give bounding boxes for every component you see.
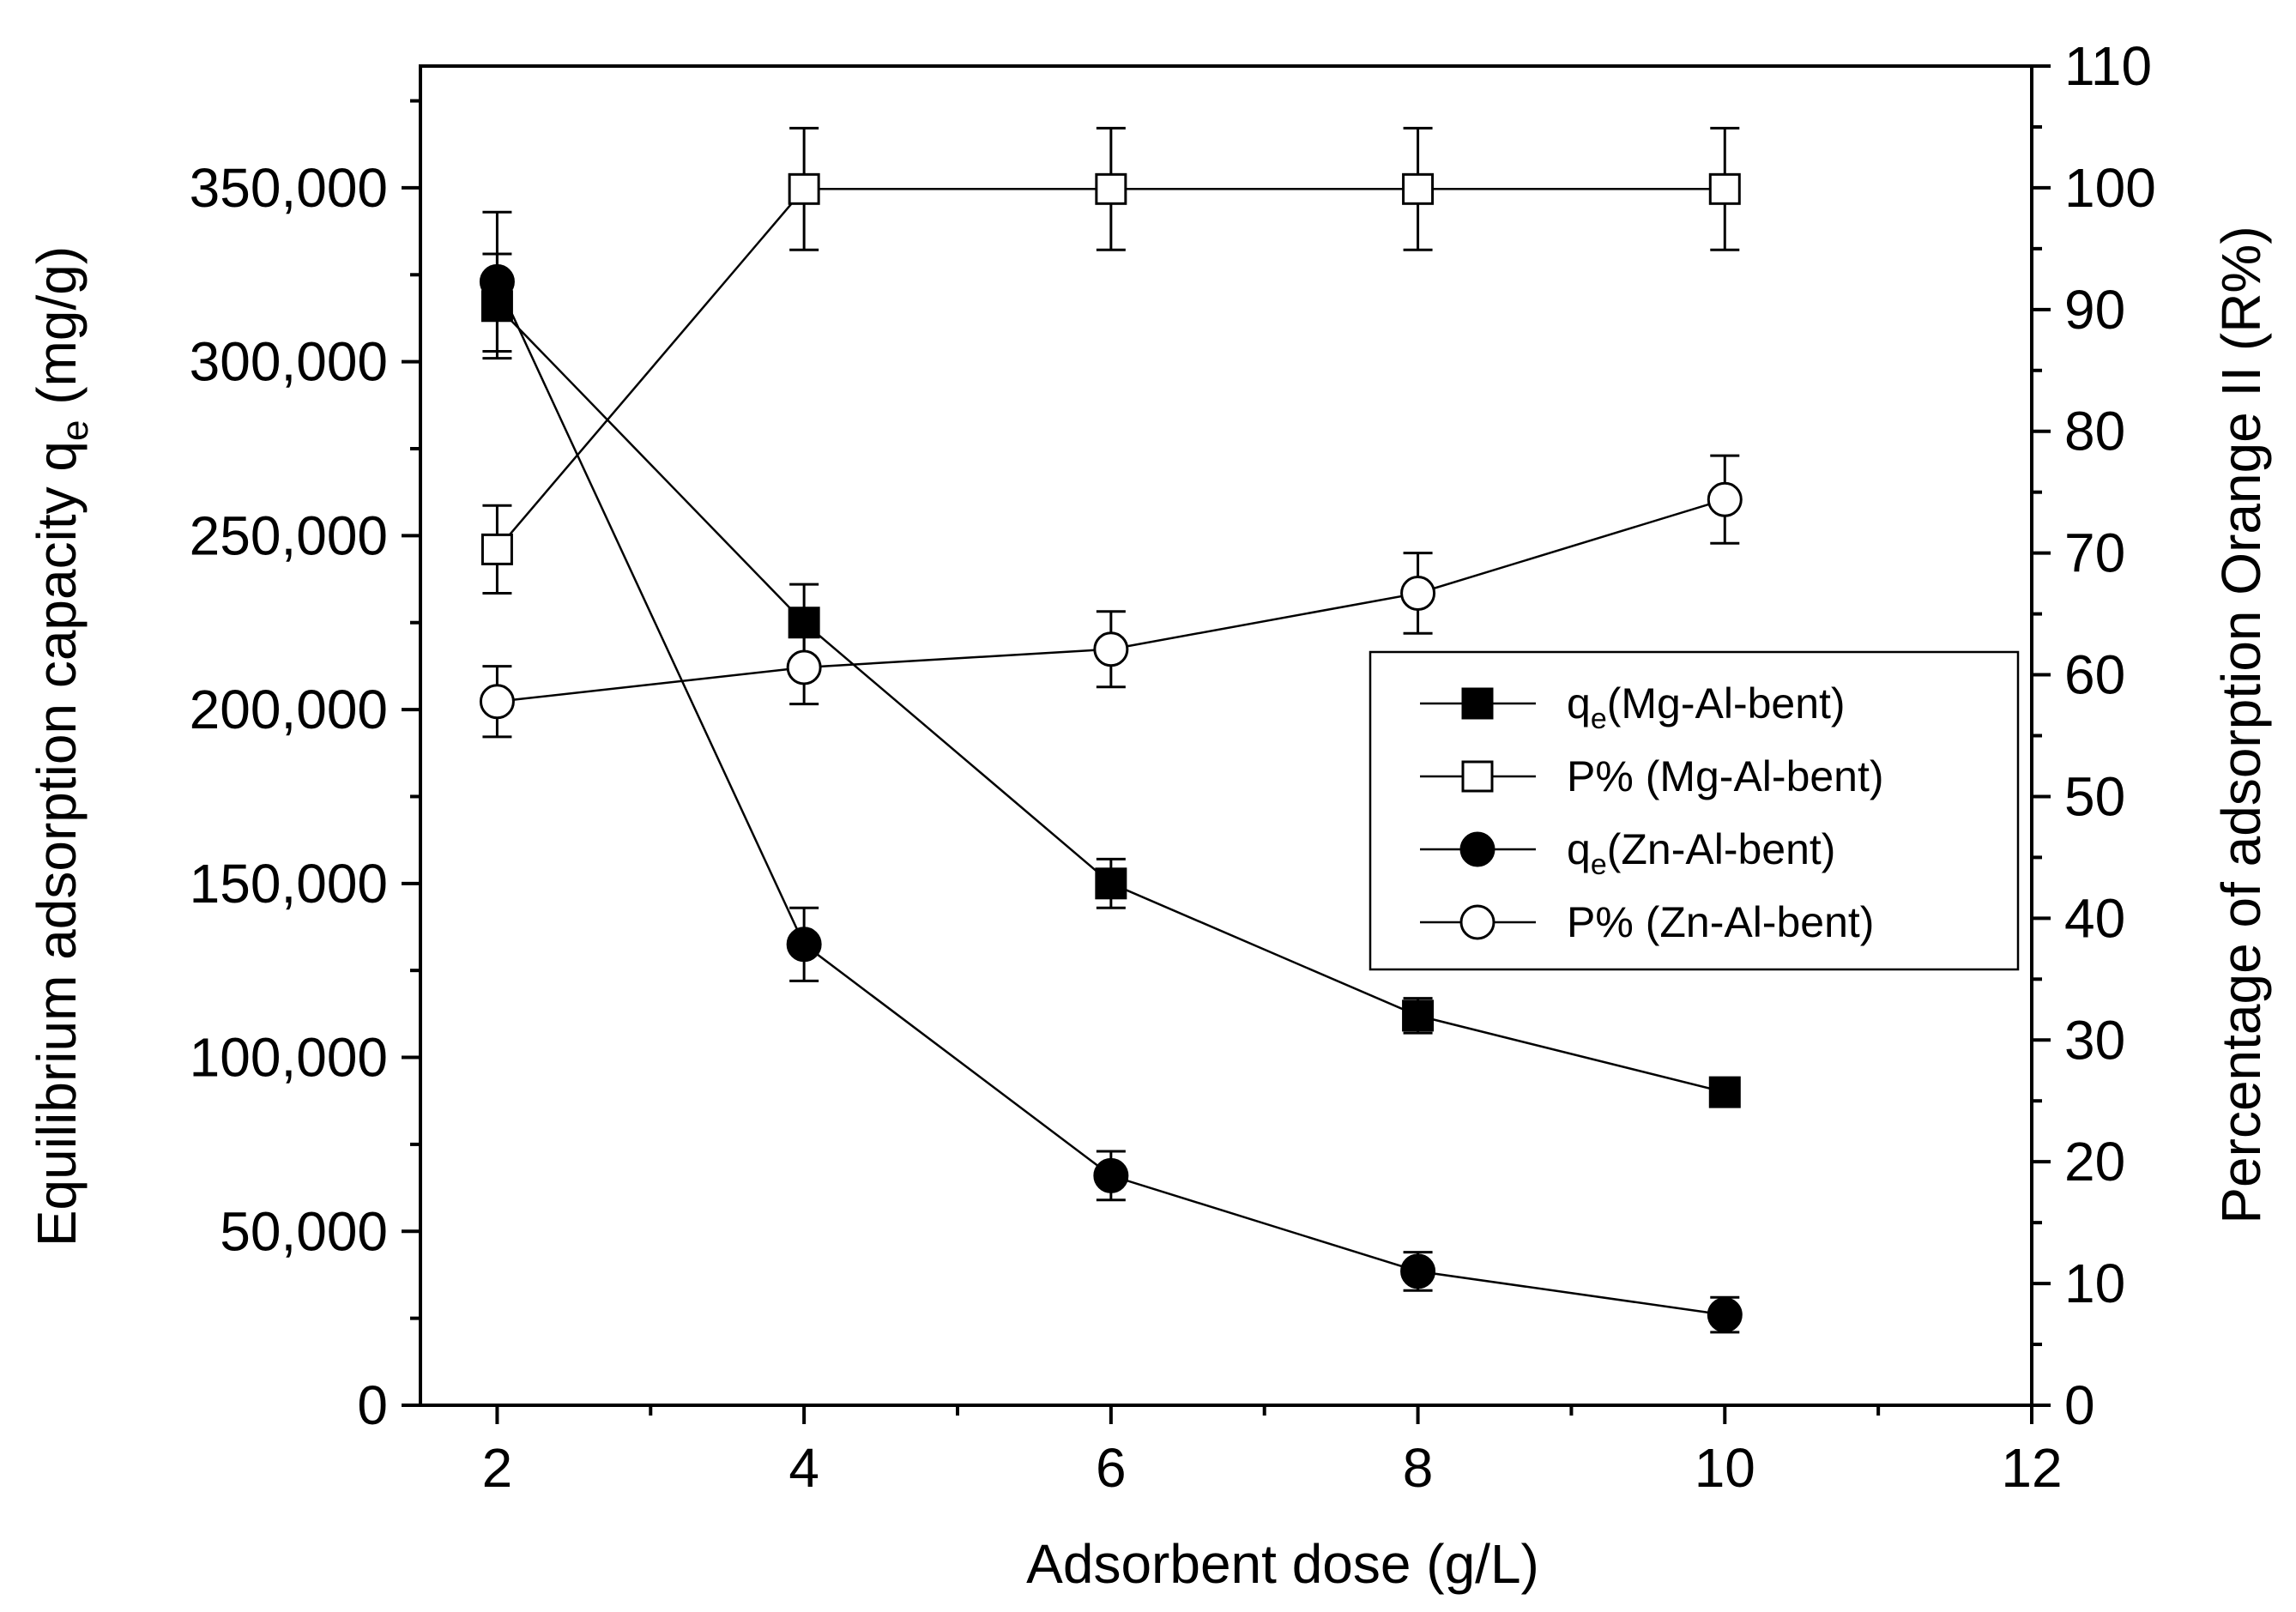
legend-marker bbox=[1461, 760, 1494, 793]
data-point bbox=[479, 263, 515, 299]
data-point bbox=[1400, 575, 1436, 611]
y-left-tick-label: 50,000 bbox=[220, 1200, 388, 1262]
y-right-tick-label: 0 bbox=[2064, 1374, 2095, 1436]
data-point bbox=[1095, 867, 1127, 900]
x-tick-label: 6 bbox=[1096, 1437, 1127, 1499]
y-right-tick-label: 20 bbox=[2064, 1131, 2125, 1192]
data-point bbox=[786, 649, 822, 685]
y-left-tick-label: 100,000 bbox=[190, 1027, 388, 1089]
y-right-tick-label: 70 bbox=[2064, 522, 2125, 584]
y-right-tick-label: 50 bbox=[2064, 765, 2125, 827]
data-point bbox=[1707, 1297, 1743, 1333]
x-axis-title: Adsorbent dose (g/L) bbox=[1026, 1533, 1539, 1595]
y-right-tick-label: 110 bbox=[2064, 35, 2152, 97]
y-right-tick-label: 40 bbox=[2064, 887, 2125, 949]
y-left-tick-label: 150,000 bbox=[190, 853, 388, 915]
data-point bbox=[1093, 631, 1129, 667]
data-point bbox=[1708, 1076, 1741, 1108]
y-left-tick-label: 300,000 bbox=[190, 331, 388, 393]
data-point bbox=[1708, 172, 1741, 205]
series-0 bbox=[480, 252, 1741, 1108]
data-point bbox=[1400, 1253, 1436, 1289]
y-right-tick-label: 30 bbox=[2064, 1009, 2125, 1071]
data-point bbox=[1095, 172, 1127, 205]
data-point bbox=[1093, 1157, 1129, 1193]
legend-label: qe(Mg-Al-bent) bbox=[1567, 679, 1846, 735]
data-point bbox=[1707, 481, 1743, 517]
y-axis-title-left: Equilibrium adsorption capacity qe (mg/g… bbox=[26, 246, 96, 1247]
legend-marker bbox=[1459, 831, 1495, 867]
y-left-tick-label: 200,000 bbox=[190, 679, 388, 740]
x-tick-label: 10 bbox=[1695, 1437, 1755, 1499]
y-right-tick-label: 10 bbox=[2064, 1253, 2125, 1314]
data-point bbox=[1402, 999, 1435, 1032]
series-3 bbox=[479, 454, 1743, 739]
legend-marker bbox=[1461, 687, 1494, 720]
data-point bbox=[788, 172, 820, 205]
data-point bbox=[786, 927, 822, 963]
data-point bbox=[480, 533, 513, 565]
y-axis-title-right: Percentage of adsorption Orange II (R%) bbox=[2210, 226, 2272, 1223]
y-right-tick-label: 90 bbox=[2064, 279, 2125, 341]
x-tick-label: 12 bbox=[2001, 1437, 2062, 1499]
data-point bbox=[1402, 172, 1435, 205]
y-right-tick-label: 100 bbox=[2064, 157, 2156, 219]
x-tick-label: 8 bbox=[1403, 1437, 1434, 1499]
y-left-tick-label: 350,000 bbox=[190, 157, 388, 219]
x-tick-label: 2 bbox=[482, 1437, 513, 1499]
x-tick-label: 4 bbox=[788, 1437, 819, 1499]
legend-label: P% (Mg-Al-bent) bbox=[1567, 752, 1884, 800]
legend-label: P% (Zn-Al-bent) bbox=[1567, 898, 1874, 946]
y-right-tick-label: 60 bbox=[2064, 644, 2125, 706]
legend-marker bbox=[1459, 904, 1495, 940]
y-left-tick-label: 0 bbox=[357, 1374, 388, 1436]
axes: 2 4 6 8 10 12050,000100,000150,000200,000250,… bbox=[190, 35, 2156, 1499]
y-left-tick-label: 250,000 bbox=[190, 504, 388, 566]
legend: qe(Mg-Al-bent) P% (Mg-Al-bent) qe(Zn-Al-be… bbox=[1369, 650, 2020, 971]
data-point bbox=[479, 684, 515, 720]
series-1 bbox=[480, 126, 1741, 595]
series-2 bbox=[479, 210, 1743, 1334]
series-layer bbox=[479, 126, 1743, 1334]
y-right-tick-label: 80 bbox=[2064, 401, 2125, 462]
legend-label: qe(Zn-Al-bent) bbox=[1567, 825, 1835, 881]
